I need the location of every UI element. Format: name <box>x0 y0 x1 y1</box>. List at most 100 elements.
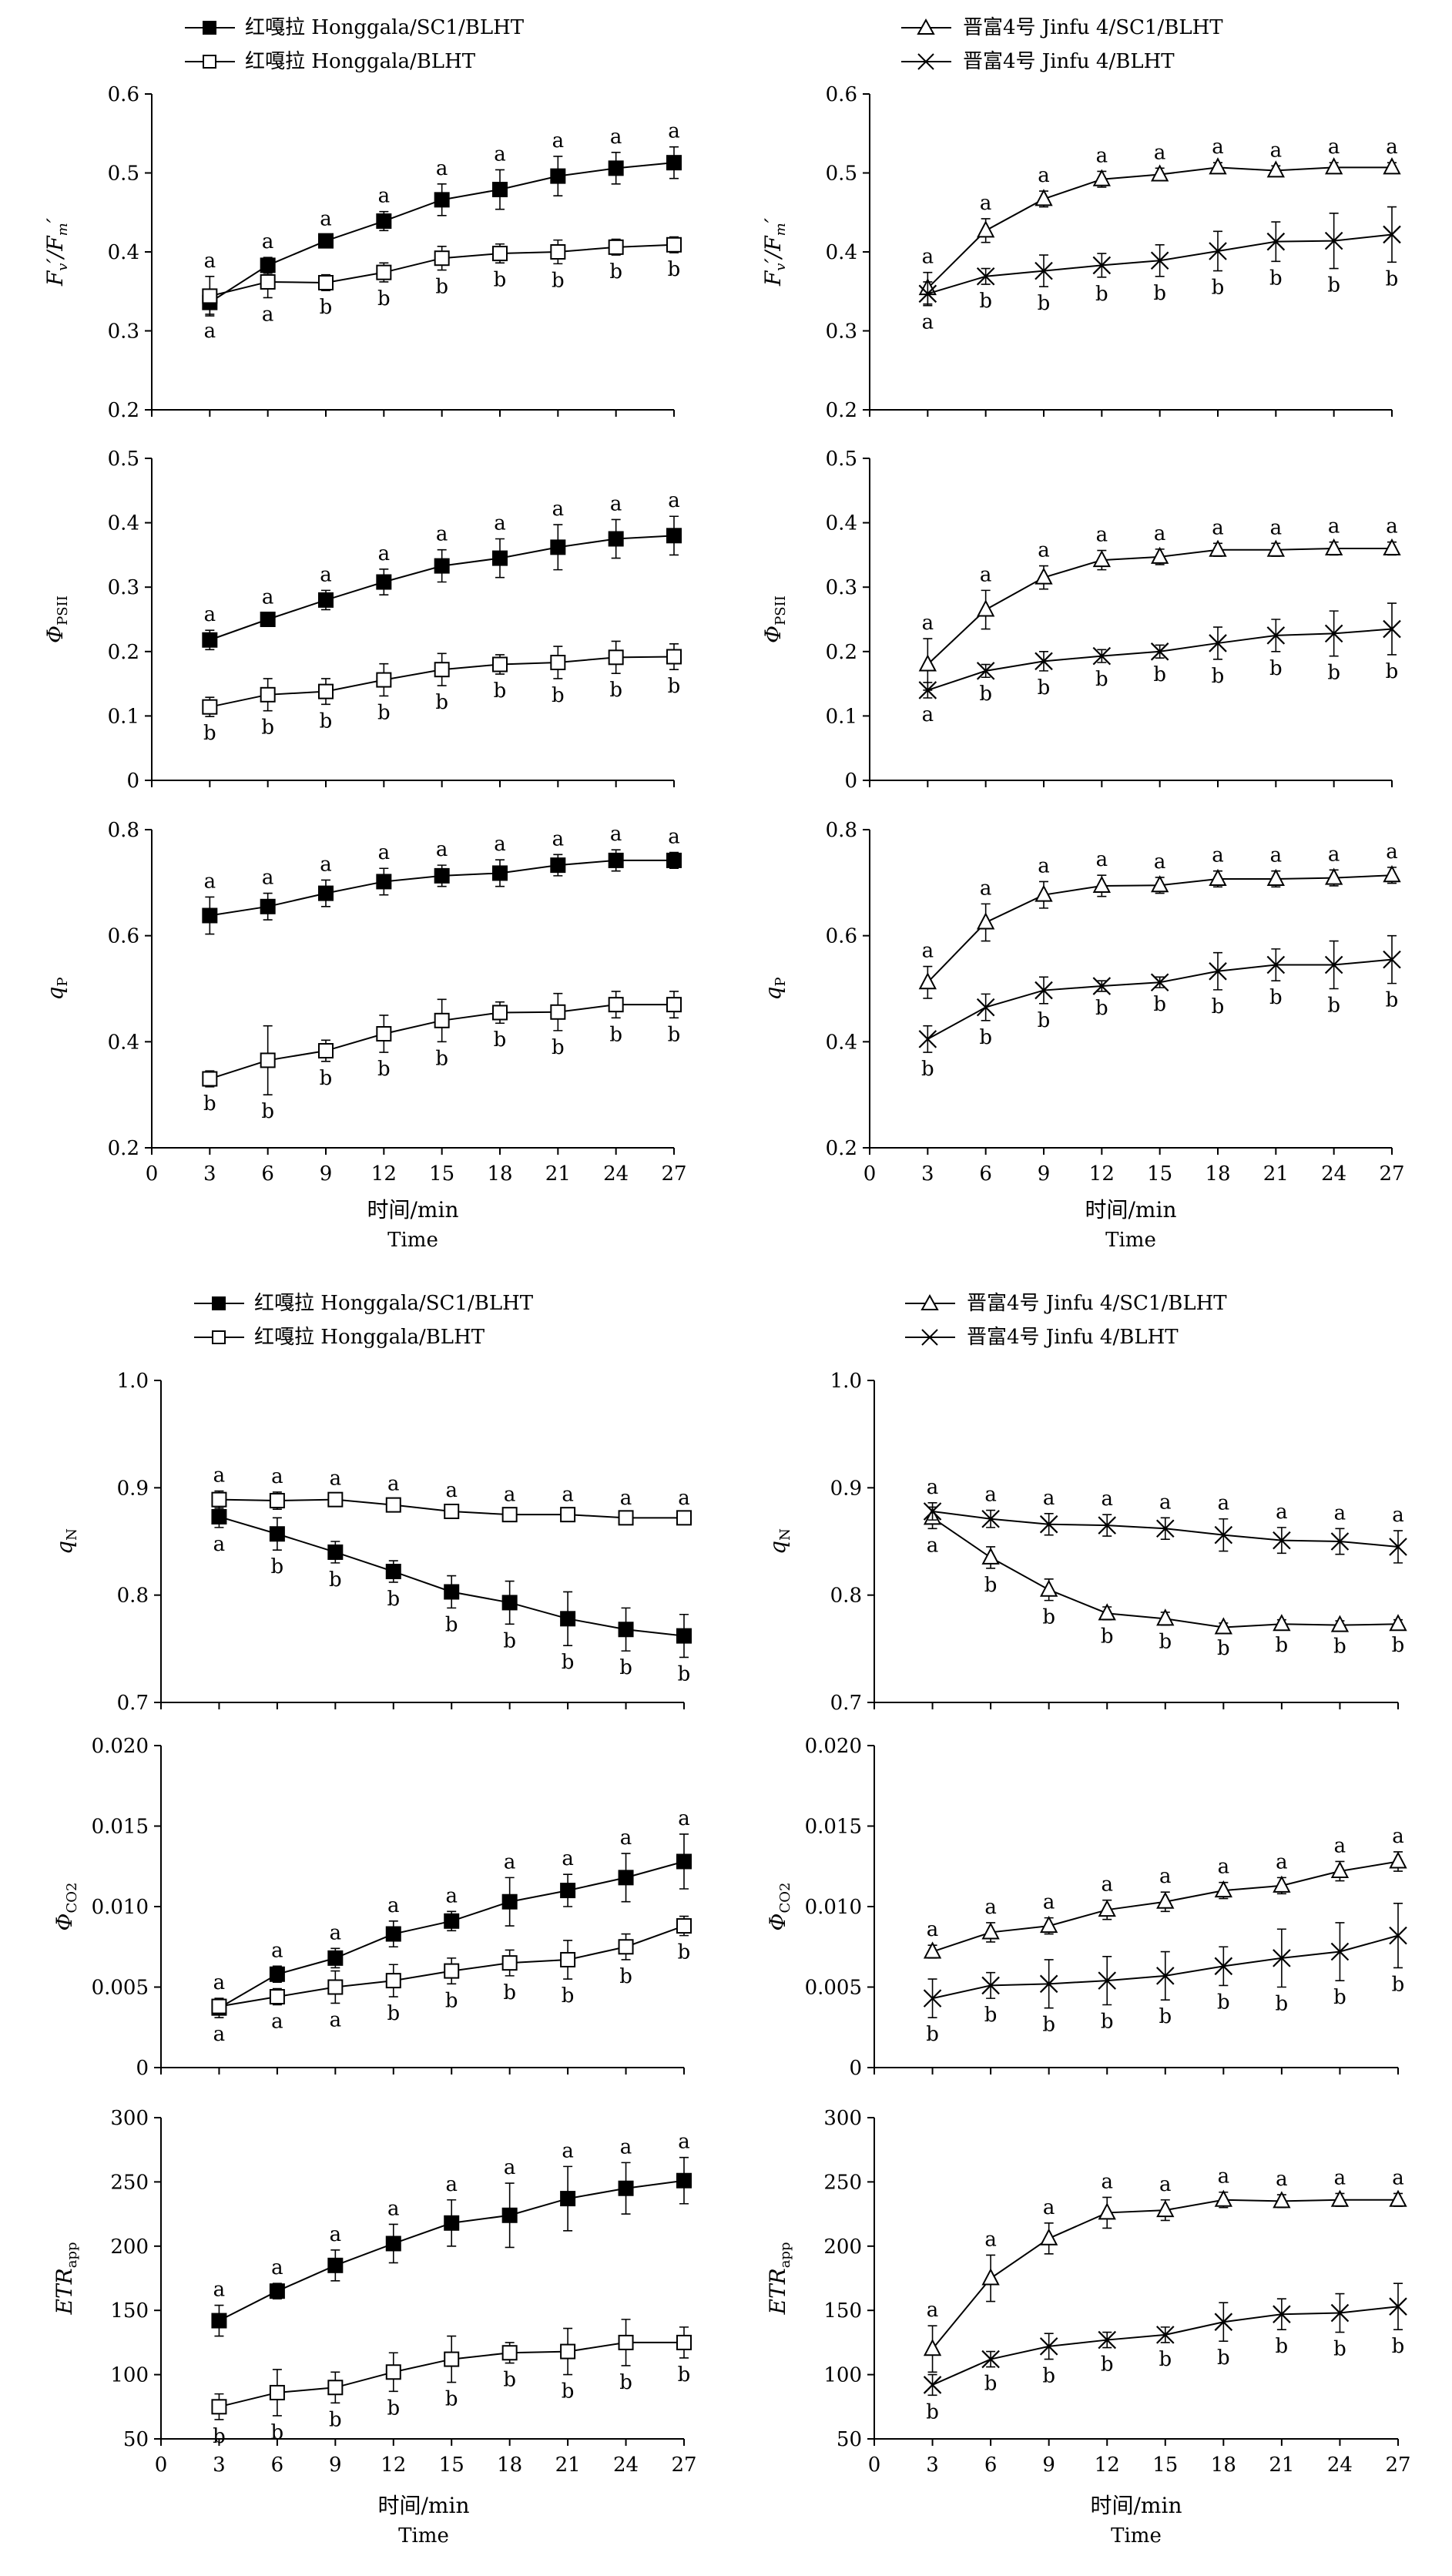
significance-letter: a <box>922 703 934 726</box>
y-tick-label: 0.015 <box>92 1816 149 1839</box>
significance-letter: b <box>926 2023 939 2046</box>
legend-label: 晋富4号 Jinfu 4/BLHT <box>967 1326 1179 1349</box>
marker-cross <box>1092 256 1112 275</box>
x-tick-label: 24 <box>613 2454 639 2477</box>
marker-open-square <box>434 662 450 678</box>
marker-open-triangle <box>1098 1900 1116 1917</box>
significance-letter: a <box>445 1884 458 1907</box>
marker-open-square <box>211 1998 227 2014</box>
significance-letter: b <box>494 268 507 291</box>
significance-letter: b <box>203 722 216 745</box>
significance-letter: b <box>1095 283 1108 306</box>
significance-letter: b <box>503 1629 516 1652</box>
y-tick-label: 0.1 <box>108 705 139 728</box>
marker-open-triangle <box>1156 1891 1175 1909</box>
legend-item: 红嘎拉 Honggala/SC1/BLHT <box>185 16 525 39</box>
significance-letter: b <box>261 716 274 740</box>
y-tick-label: 0.6 <box>826 925 857 948</box>
y-tick-label: 0.8 <box>826 819 857 842</box>
significance-letter: b <box>1386 267 1399 290</box>
series: a a a a a a a a a <box>202 489 682 651</box>
y-axis-title: qN <box>52 1528 80 1555</box>
significance-letter: a <box>927 2299 939 2322</box>
series: a a a a a a a a a <box>211 1807 692 2046</box>
marker-open-square <box>327 2380 344 2396</box>
x-tick-label: 3 <box>203 1162 216 1186</box>
significance-letter: b <box>619 2371 632 2394</box>
chart-panel: 0 0.005 0.010 0.015 0.020 ΦCO2 a a a a a a a a a a a a b b b… <box>52 1735 692 2080</box>
significance-letter: b <box>1386 660 1399 683</box>
marker-cross <box>1039 1974 1058 1994</box>
marker-cross <box>1098 2330 1116 2350</box>
y-tick-label: 0.2 <box>826 1137 857 1160</box>
significance-letter: a <box>678 1487 690 1510</box>
marker-open-square <box>202 699 218 715</box>
marker-cross <box>1214 1957 1233 1976</box>
series: a a b b b b b b b <box>202 236 682 326</box>
marker-open-triangle <box>1266 539 1285 557</box>
marker-cross <box>981 1976 1000 1995</box>
significance-letter: a <box>562 1847 574 1870</box>
y-tick-label: 0.2 <box>826 399 857 422</box>
marker-filled-square <box>434 192 450 208</box>
marker-cross <box>1214 1525 1233 1545</box>
marker-filled-square <box>327 1544 344 1560</box>
y-tick-label: 0.2 <box>108 399 139 422</box>
y-tick-label: 0 <box>126 770 139 793</box>
significance-letter: a <box>1096 524 1108 547</box>
y-tick-label: 0.6 <box>108 925 139 948</box>
y-tick-label: 0.9 <box>117 1477 149 1500</box>
significance-letter: a <box>213 1464 226 1488</box>
legend-item: 红嘎拉 Honggala/BLHT <box>194 1326 485 1349</box>
marker-cross <box>1330 1532 1350 1551</box>
y-tick-label: 0.5 <box>108 448 139 471</box>
significance-letter: b <box>1217 1637 1230 1660</box>
x-tick-label: 21 <box>555 2454 581 2477</box>
marker-open-square <box>444 2351 460 2367</box>
marker-filled-square <box>501 1893 518 1910</box>
marker-open-triangle <box>1383 157 1401 175</box>
legend-marker-open-square <box>212 1330 226 1344</box>
x-tick-label: 9 <box>320 1162 333 1186</box>
x-tick-label: 9 <box>1042 2454 1055 2477</box>
significance-letter: a <box>980 877 992 900</box>
marker-filled-square <box>618 1622 634 1638</box>
marker-open-triangle <box>1330 1860 1350 1879</box>
marker-open-square <box>501 1507 518 1523</box>
legend-top-left: 红嘎拉 Honggala/SC1/BLHT 红嘎拉 Honggala/BLHT <box>185 16 525 73</box>
significance-letter: b <box>1101 2010 1114 2033</box>
y-tick-label: 0.5 <box>108 163 139 186</box>
significance-letter: a <box>1328 136 1340 159</box>
marker-filled-square <box>202 907 218 924</box>
significance-letter: a <box>445 2173 458 2196</box>
significance-letter: a <box>1392 1825 1404 1848</box>
x-tick-label: 6 <box>271 2454 284 2477</box>
legend-label: 红嘎拉 Honggala/SC1/BLHT <box>254 1292 534 1315</box>
marker-open-square <box>385 1973 401 1989</box>
series: b b b b b b b b b <box>202 640 682 745</box>
significance-letter: a <box>213 2023 226 2046</box>
marker-cross <box>976 662 995 680</box>
y-tick-label: 0.005 <box>92 1977 149 2000</box>
marker-open-triangle <box>1092 169 1111 186</box>
y-tick-label: 0.4 <box>826 241 857 264</box>
significance-letter: b <box>1276 1634 1289 1657</box>
x-axis-title-en: Time <box>387 1229 438 1252</box>
significance-letter: a <box>1276 2168 1288 2191</box>
legend-marker-filled-square <box>203 21 216 35</box>
y-tick-label: 0 <box>849 2057 862 2080</box>
significance-letter: b <box>445 1989 458 2012</box>
x-axis-title-top-right: 时间/min Time <box>1085 1197 1177 1252</box>
y-tick-label: 0.005 <box>805 1977 862 2000</box>
significance-letter: a <box>445 1479 458 1502</box>
marker-open-square <box>444 1503 460 1519</box>
significance-letter: b <box>435 276 448 299</box>
significance-letter: a <box>271 1939 283 1962</box>
significance-letter: a <box>1270 139 1283 162</box>
significance-letter: b <box>562 1984 575 2007</box>
significance-letter: a <box>980 192 992 215</box>
significance-letter: b <box>984 1574 998 1597</box>
significance-letter: a <box>1043 1487 1055 1510</box>
legend-label: 红嘎拉 Honggala/BLHT <box>245 50 476 73</box>
marker-filled-square <box>385 1926 401 1942</box>
